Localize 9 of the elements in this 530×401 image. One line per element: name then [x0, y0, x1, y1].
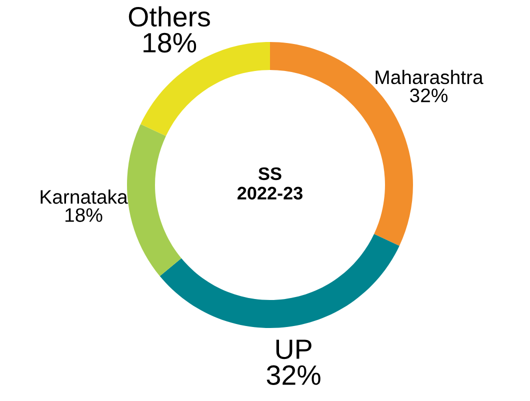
slice-label: Others [128, 6, 210, 27]
data-label: 18% [66, 208, 102, 222]
slice-label: UP [276, 340, 312, 360]
data-label: 32% [266, 365, 320, 385]
data-label: 18% [144, 32, 196, 53]
slice-label: Karnataka [40, 190, 128, 204]
text: SS 2022-23 [238, 167, 302, 200]
slice-label: Maharashtra [376, 70, 484, 84]
data-label: 32% [410, 88, 448, 102]
